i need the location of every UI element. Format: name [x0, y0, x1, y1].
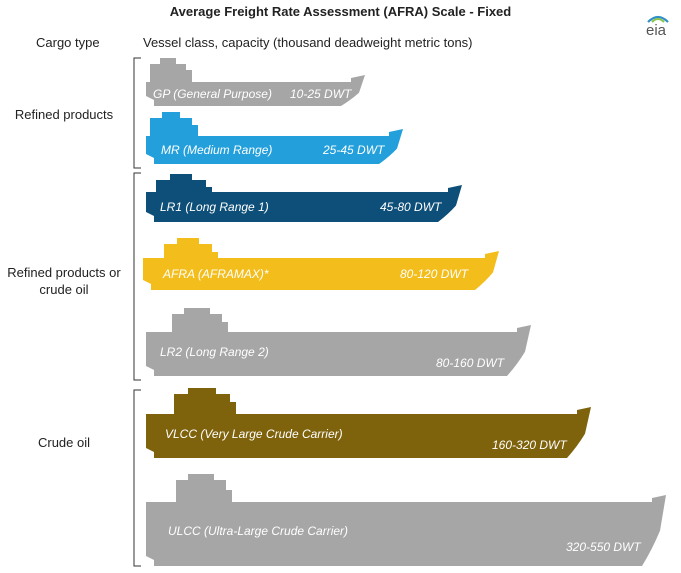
eia-logo-text: eia	[646, 22, 667, 39]
vessel-hull	[146, 495, 666, 566]
vessel-superstructure	[172, 308, 228, 332]
vessel-6: VLCC (Very Large Crude Carrier) 160-320 D…	[146, 388, 591, 458]
vessel-capacity-label: 80-120 DWT	[400, 267, 470, 281]
vessel-4: AFRA (AFRAMAX)* 80-120 DWT	[143, 238, 499, 290]
group-label-crude-oil: Crude oil	[37, 435, 91, 450]
vessel-7: ULCC (Ultra-Large Crude Carrier) 320-550 …	[146, 474, 666, 566]
vessel-3: LR1 (Long Range 1) 45-80 DWT	[146, 174, 462, 222]
bracket-refined-products	[133, 57, 141, 169]
vessel-class-label: LR2 (Long Range 2)	[160, 345, 269, 359]
vessel-capacity-label: 80-160 DWT	[436, 356, 506, 370]
vessel-class-label: LR1 (Long Range 1)	[160, 200, 269, 214]
vessel-superstructure	[174, 388, 236, 414]
vessel-5: LR2 (Long Range 2) 80-160 DWT	[146, 308, 531, 376]
vessel-1: GP (General Purpose) 10-25 DWT	[146, 58, 365, 106]
group-label-refined-products: Refined products	[14, 107, 114, 122]
vessel-superstructure	[150, 58, 192, 82]
vessel-hull	[143, 251, 499, 290]
vessel-class-label: AFRA (AFRAMAX)*	[162, 267, 269, 281]
vessel-class-label: ULCC (Ultra-Large Crude Carrier)	[168, 524, 348, 538]
vessel-class-header: Vessel class, capacity (thousand deadwei…	[143, 35, 473, 50]
vessel-hull	[146, 129, 403, 164]
vessel-class-label: VLCC (Very Large Crude Carrier)	[165, 427, 343, 441]
vessel-2: MR (Medium Range) 25-45 DWT	[146, 112, 403, 164]
vessel-superstructure	[150, 112, 198, 136]
vessel-hull	[146, 185, 462, 222]
vessel-class-label: MR (Medium Range)	[161, 143, 272, 157]
vessel-capacity-label: 25-45 DWT	[322, 143, 386, 157]
vessel-capacity-label: 160-320 DWT	[492, 438, 568, 452]
cargo-type-header: Cargo type	[36, 35, 100, 50]
vessel-class-label: GP (General Purpose)	[153, 87, 272, 101]
vessel-capacity-label: 45-80 DWT	[380, 200, 443, 214]
bracket-refined-or-crude	[133, 172, 141, 381]
eia-logo-icon	[647, 15, 669, 23]
vessel-capacity-label: 10-25 DWT	[290, 87, 353, 101]
group-label-refined-or-crude: Refined products or crude oil	[7, 265, 121, 297]
vessel-hull	[146, 407, 591, 458]
vessel-superstructure	[176, 474, 232, 502]
group-brackets	[133, 57, 141, 567]
vessel-superstructure	[164, 238, 218, 258]
chart-title: Average Freight Rate Assessment (AFRA) S…	[169, 4, 512, 19]
vessel-superstructure	[156, 174, 212, 192]
bracket-crude-oil	[133, 389, 141, 567]
vessel-hull	[146, 75, 365, 106]
vessel-capacity-label: 320-550 DWT	[566, 540, 642, 554]
vessel-hull	[146, 325, 531, 376]
